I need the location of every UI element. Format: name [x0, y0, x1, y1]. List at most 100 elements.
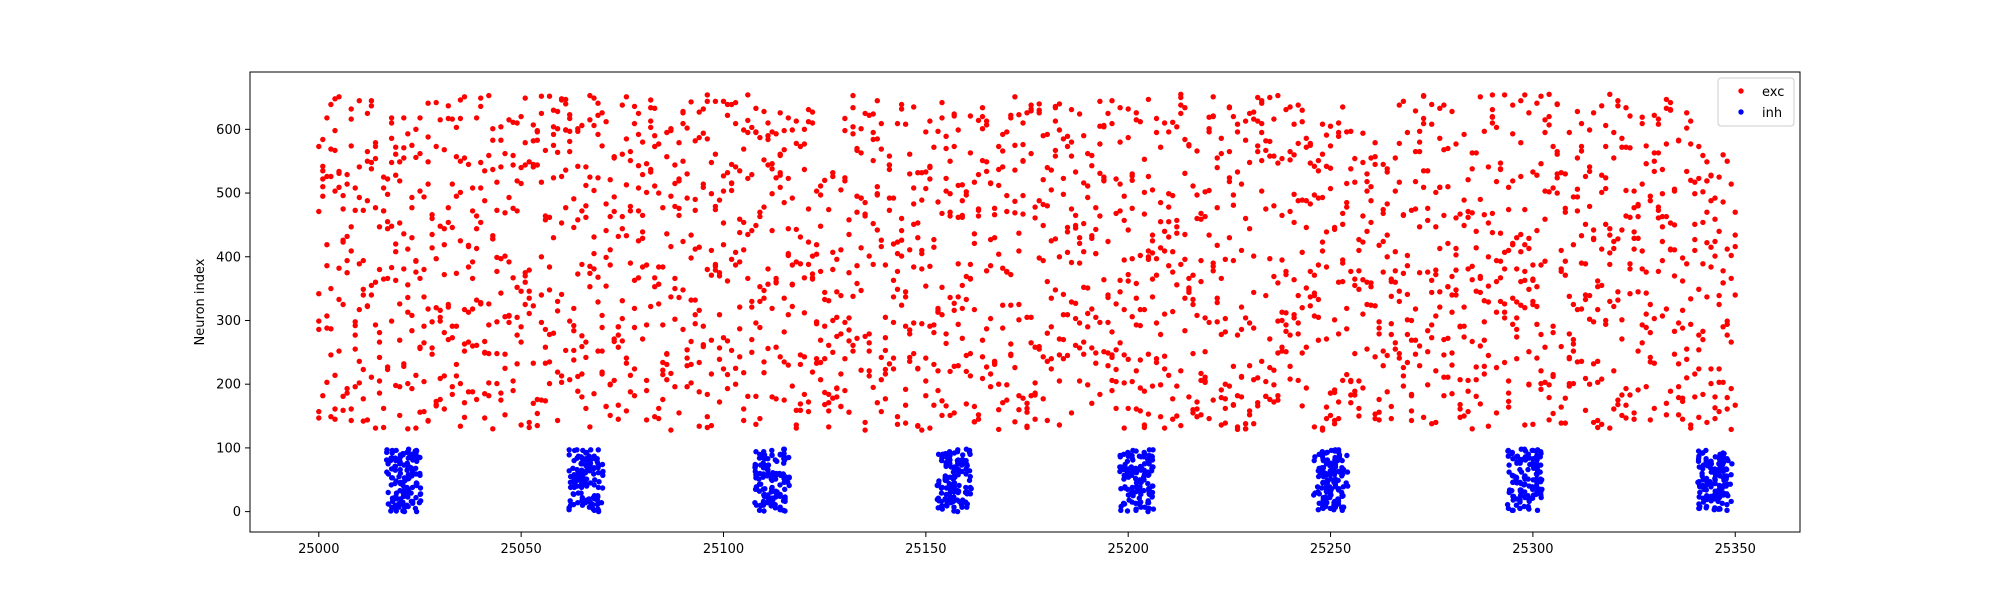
spike-exc: [494, 380, 500, 387]
spike-exc: [1595, 358, 1601, 364]
spike-inh: [1696, 482, 1703, 489]
spike-exc: [1056, 127, 1063, 133]
spike-inh: [400, 452, 406, 458]
spike-exc: [356, 306, 362, 313]
spike-exc: [328, 101, 334, 108]
spike-exc: [1688, 177, 1694, 183]
spike-exc: [1360, 213, 1366, 219]
spike-inh: [1315, 489, 1321, 495]
spike-exc: [1323, 415, 1330, 422]
spike-exc: [1667, 220, 1674, 226]
spike-exc: [1271, 116, 1277, 122]
spike-inh: [575, 500, 581, 506]
spike-exc: [826, 206, 832, 213]
spike-exc: [1093, 350, 1099, 356]
spike-inh: [1320, 473, 1327, 480]
spike-exc: [1716, 292, 1722, 299]
spike-exc: [1016, 407, 1022, 413]
spike-exc: [1315, 262, 1322, 268]
spike-exc: [388, 120, 395, 126]
spike-exc: [830, 349, 836, 355]
spike-exc: [1125, 356, 1131, 362]
spike-exc: [898, 215, 905, 222]
spike-exc: [1704, 159, 1710, 165]
spike-exc: [550, 175, 557, 181]
spike-inh: [777, 472, 784, 478]
spike-inh: [951, 504, 957, 510]
spike-exc: [943, 331, 949, 337]
x-tick-label: 25350: [1715, 542, 1756, 557]
spike-exc: [688, 338, 694, 345]
spike-exc: [656, 141, 662, 147]
spike-exc: [761, 204, 767, 210]
spike-exc: [1538, 386, 1544, 392]
spike-exc: [979, 113, 986, 120]
spike-exc: [712, 267, 719, 273]
spike-exc: [356, 380, 362, 386]
spike-exc: [1117, 181, 1123, 187]
spike-exc: [1684, 346, 1690, 352]
spike-inh: [393, 447, 399, 454]
spike-exc: [1044, 330, 1051, 336]
spike-inh: [408, 498, 414, 505]
spike-exc: [1489, 92, 1496, 98]
spike-exc: [506, 312, 512, 319]
spike-exc: [1376, 417, 1382, 423]
spike-inh: [392, 463, 399, 470]
spike-exc: [862, 333, 868, 340]
spike-exc: [931, 236, 937, 243]
spike-exc: [514, 208, 520, 214]
spike-exc: [765, 133, 771, 139]
spike-exc: [445, 336, 451, 343]
spike-exc: [1603, 321, 1609, 327]
spike-exc: [348, 248, 354, 254]
spike-exc: [635, 238, 642, 244]
spike-exc: [1647, 198, 1654, 204]
spike-exc: [1542, 258, 1548, 264]
spike-exc: [376, 224, 383, 230]
spike-exc: [1299, 403, 1305, 409]
spike-exc: [1133, 280, 1140, 287]
spike-exc: [1643, 384, 1649, 390]
spike-exc: [919, 266, 925, 272]
spike-inh: [389, 450, 395, 456]
spike-inh: [1316, 451, 1322, 457]
spike-exc: [591, 250, 597, 257]
spike-inh: [1711, 507, 1717, 513]
spike-exc: [1623, 105, 1629, 111]
spike-exc: [882, 371, 889, 377]
spike-exc: [1700, 328, 1706, 334]
spike-exc: [1032, 380, 1038, 386]
spike-exc: [494, 179, 500, 185]
spike-exc: [623, 408, 630, 414]
spike-exc: [1113, 210, 1119, 217]
spike-exc: [1700, 219, 1706, 226]
spike-exc: [1129, 205, 1135, 211]
spike-inh: [1149, 464, 1156, 470]
spike-exc: [939, 312, 945, 318]
spike-exc: [963, 189, 969, 195]
spike-inh: [1505, 447, 1512, 454]
spike-exc: [1222, 329, 1229, 335]
spike-exc: [587, 424, 593, 430]
spike-exc: [1170, 416, 1176, 422]
spike-exc: [648, 303, 654, 310]
spike-exc: [1619, 227, 1625, 233]
spike-inh: [1510, 479, 1516, 485]
spike-exc: [437, 375, 443, 382]
spike-exc: [1473, 288, 1479, 294]
spike-inh: [383, 457, 390, 463]
spike-exc: [1485, 299, 1492, 305]
spike-exc: [741, 127, 747, 133]
spike-exc: [668, 294, 674, 300]
spike-inh: [764, 500, 770, 506]
spike-exc: [1465, 214, 1471, 220]
spike-exc: [1570, 301, 1577, 308]
spike-exc: [1526, 286, 1532, 292]
spike-exc: [1242, 315, 1249, 321]
spike-inh: [1533, 454, 1539, 461]
spike-exc: [1076, 320, 1083, 326]
spike-exc: [741, 406, 747, 412]
spike-exc: [1558, 170, 1564, 176]
